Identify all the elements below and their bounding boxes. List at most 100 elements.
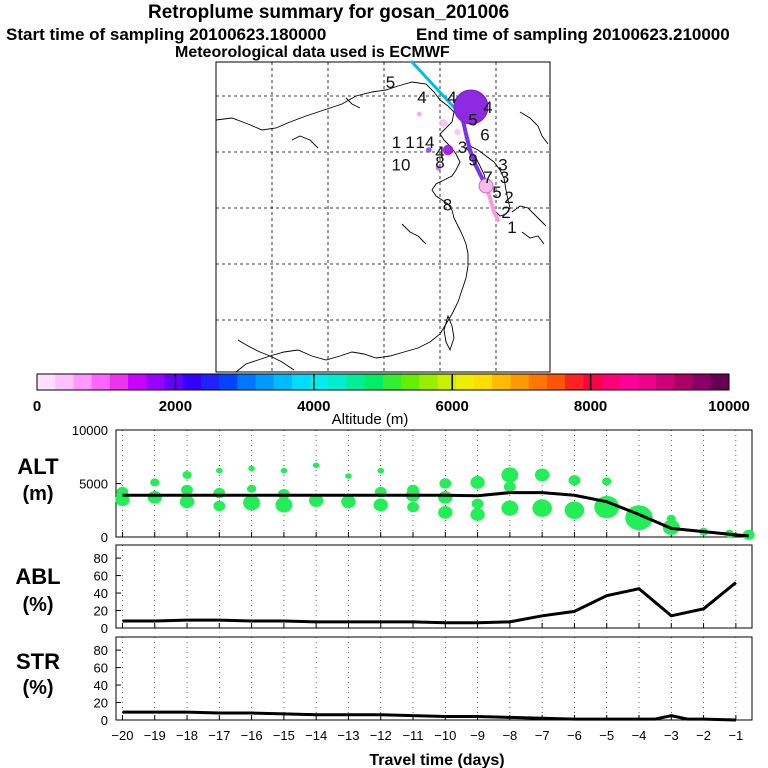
- str-series-line: [122, 710, 736, 722]
- altitude-point: [532, 499, 552, 517]
- panel-unit-str: (%): [22, 677, 53, 699]
- altitude-point: [534, 468, 550, 482]
- altitude-point: [147, 491, 162, 504]
- altitude-point: [501, 500, 519, 516]
- altitude-point: [503, 481, 516, 492]
- y-tick-label: 0: [101, 713, 108, 728]
- trajectory-day-label: 1: [405, 133, 414, 152]
- altitude-point: [439, 478, 452, 489]
- trajectory-particle: [426, 147, 432, 153]
- colorbar-cell: [455, 374, 475, 390]
- colorbar-cell: [619, 374, 639, 390]
- trajectory-day-label: 5: [492, 183, 501, 202]
- colorbar-cell: [91, 374, 111, 390]
- colorbar-frame: [36, 373, 730, 391]
- colorbar-cell: [510, 374, 530, 390]
- x-tick-label: −7: [535, 728, 550, 743]
- colorbar-cell: [255, 374, 275, 390]
- colorbar-cell: [37, 374, 56, 390]
- altitude-point: [471, 498, 484, 510]
- trajectory-day-label: 3: [498, 156, 507, 175]
- altitude-point: [407, 501, 419, 513]
- x-tick-label: −14: [305, 728, 327, 743]
- altitude-point: [243, 495, 261, 511]
- x-tick-label: −17: [208, 728, 230, 743]
- release-plume-marker: [453, 89, 489, 125]
- trajectory-particle: [435, 165, 441, 171]
- panel-label-abl: ABL: [15, 564, 60, 589]
- x-tick-label: −9: [470, 728, 485, 743]
- colorbar-cell: [546, 374, 566, 390]
- x-tick-label: −20: [111, 728, 133, 743]
- y-tick-label: 60: [94, 569, 108, 584]
- trajectory-day-label: 8: [435, 153, 444, 172]
- altitude-point: [666, 514, 676, 523]
- colorbar-cell: [291, 374, 311, 390]
- colorbar-cell: [583, 374, 602, 390]
- altitude-point: [438, 505, 453, 519]
- trajectory-day-label: 5: [386, 73, 395, 92]
- end-time-label: End time of sampling 20100623.210000: [416, 25, 730, 44]
- altitude-point: [438, 491, 453, 504]
- colorbar-cell: [637, 374, 657, 390]
- trajectory-day-label: 4: [435, 143, 444, 162]
- x-tick-label: −1: [728, 728, 743, 743]
- x-tick-label: −5: [599, 728, 614, 743]
- altitude-point: [373, 498, 388, 512]
- x-tick-label: −16: [241, 728, 263, 743]
- x-tick-label: −2: [696, 728, 711, 743]
- y-tick-label: 0: [101, 621, 108, 636]
- colorbar-cell: [128, 374, 147, 390]
- trajectory-day-label: 1: [507, 218, 516, 237]
- y-tick-label: 40: [94, 678, 108, 693]
- colorbar-cell: [401, 374, 420, 390]
- x-tick-label: −18: [176, 728, 198, 743]
- y-tick-label: 20: [94, 696, 108, 711]
- altitude-point: [341, 495, 356, 509]
- y-tick-label: 80: [94, 551, 108, 566]
- altitude-point: [181, 484, 193, 496]
- colorbar-tick-label: 10000: [708, 398, 750, 415]
- x-tick-label: −19: [144, 728, 166, 743]
- x-tick-label: −3: [664, 728, 679, 743]
- trajectory-day-label: 4: [417, 88, 426, 107]
- altitude-point: [308, 494, 324, 508]
- y-tick-label: 0: [101, 530, 108, 545]
- colorbar-tick-label: 8000: [574, 398, 607, 415]
- altitude-point: [150, 478, 160, 487]
- colorbar-cell: [146, 374, 165, 390]
- colorbar-cell: [419, 374, 439, 390]
- x-tick-label: −15: [273, 728, 295, 743]
- colorbar-cell: [237, 374, 256, 390]
- trajectory-day-label: 14: [416, 133, 435, 152]
- colorbar-cell: [710, 374, 730, 390]
- y-tick-label: 40: [94, 586, 108, 601]
- colorbar-cell: [346, 374, 366, 390]
- colorbar-cell: [437, 374, 457, 390]
- altitude-point: [280, 467, 288, 474]
- trajectory-day-label: 3: [458, 138, 467, 157]
- trajectory-day-label: 1: [392, 133, 401, 152]
- colorbar-cell: [601, 374, 621, 390]
- trajectory-day-label: 3: [500, 168, 509, 187]
- trajectory-particle: [454, 128, 461, 136]
- trajectory-particle: [442, 144, 454, 156]
- altitude-point: [216, 467, 223, 474]
- altitude-point: [568, 475, 581, 486]
- colorbar-cell: [528, 374, 548, 390]
- panel-abl: 0 20 40 60 80 ABL (%): [15, 544, 753, 636]
- altitude-colorbar: 0 2000 4000 6000 8000 10000 Altitude (m): [33, 373, 750, 428]
- colorbar-tick-label: 6000: [436, 398, 469, 415]
- altitude-point: [246, 484, 257, 493]
- trajectory-day-label: 2: [504, 188, 513, 207]
- x-tick-label: −12: [370, 728, 392, 743]
- x-tick-label: −6: [567, 728, 582, 743]
- colorbar-cell: [565, 374, 584, 390]
- altitude-point: [248, 465, 255, 472]
- colorbar-cell: [310, 374, 329, 390]
- x-tick-label: −13: [337, 728, 359, 743]
- colorbar-cell: [674, 374, 693, 390]
- x-tick-label: −8: [502, 728, 517, 743]
- trajectory-particle: [416, 111, 422, 117]
